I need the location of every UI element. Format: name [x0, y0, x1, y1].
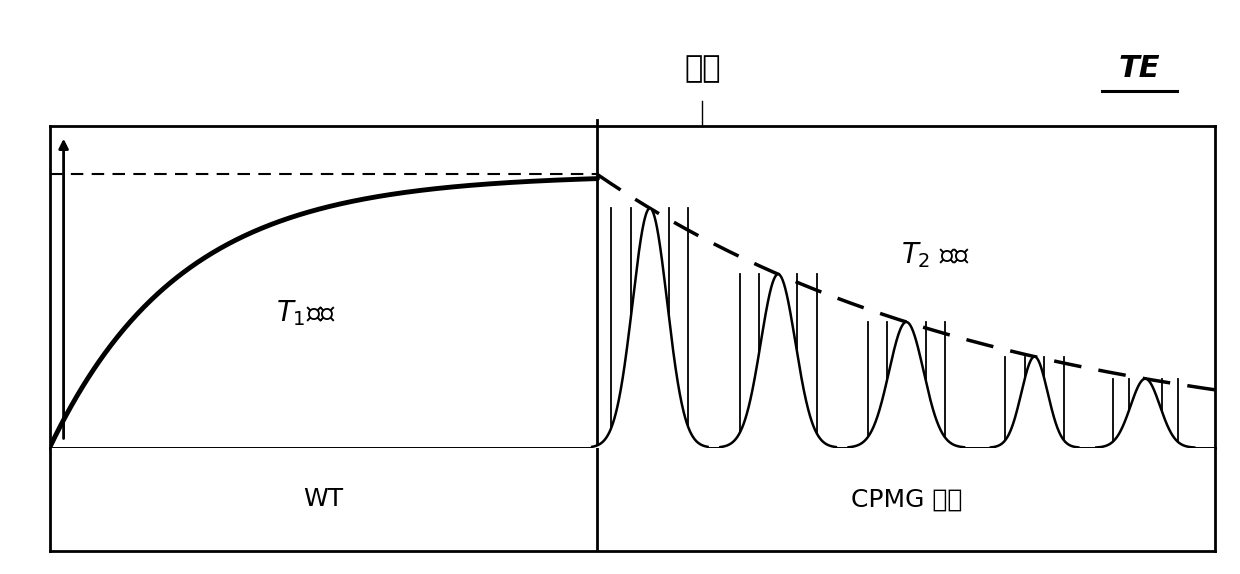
Text: $T_2$ 衰减: $T_2$ 衰减 — [900, 240, 970, 270]
Text: CPMG 序列: CPMG 序列 — [851, 487, 962, 511]
Text: WT: WT — [304, 487, 343, 511]
Text: 回波: 回波 — [684, 55, 720, 83]
Text: $T_1$生成: $T_1$生成 — [275, 298, 336, 328]
Text: TE: TE — [1118, 55, 1161, 83]
